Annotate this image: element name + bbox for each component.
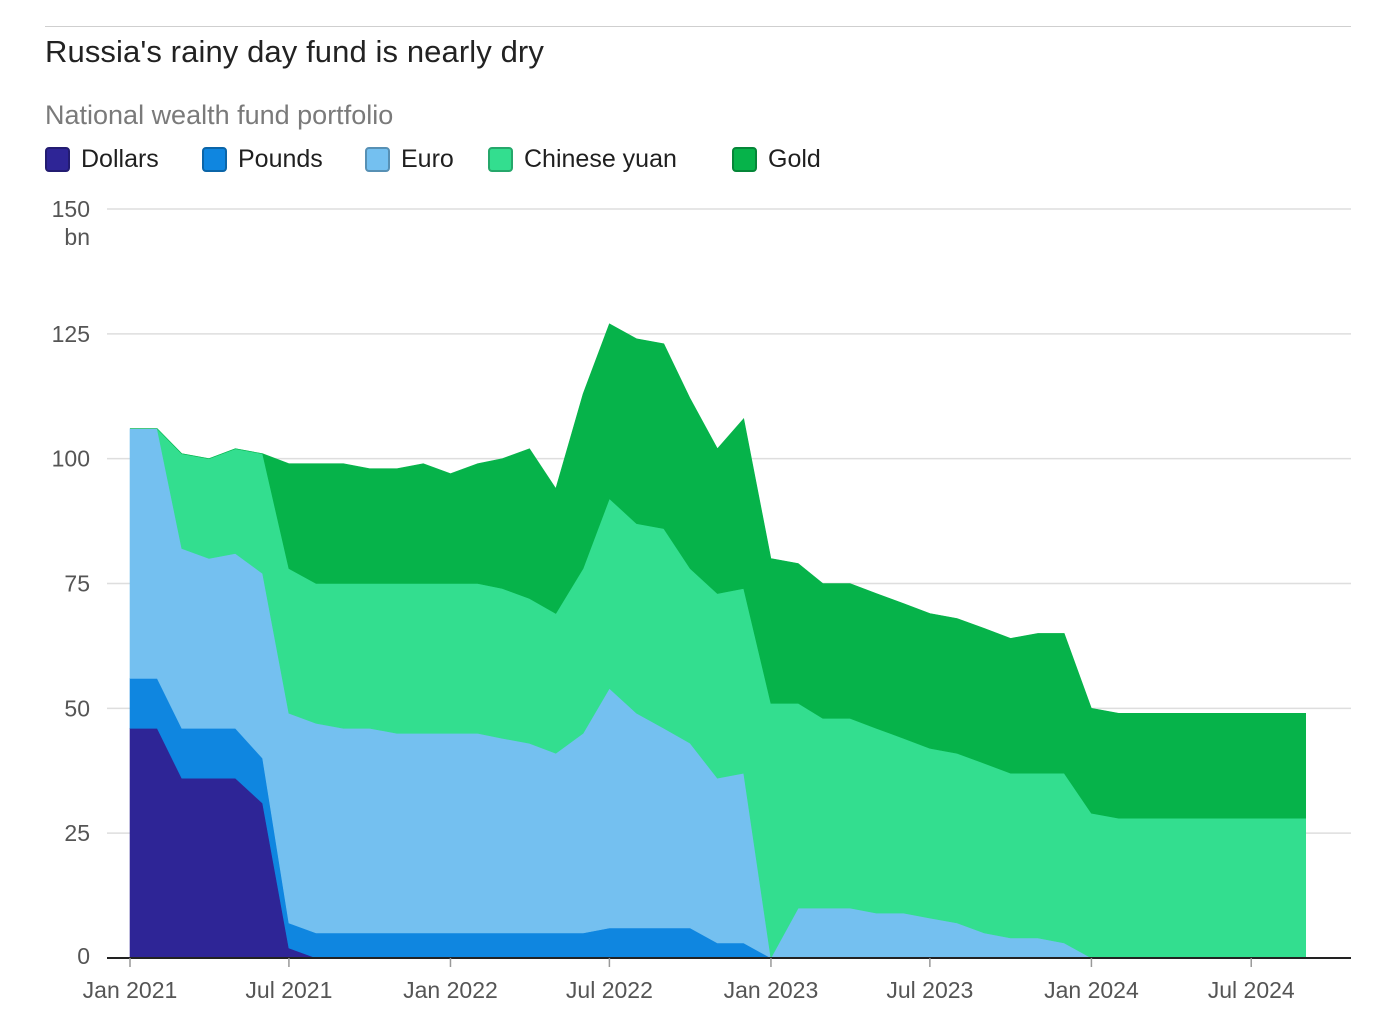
- y-tick-label-0: 0: [77, 943, 90, 969]
- area-gold: [130, 323, 1306, 819]
- x-tick-label-jul-2024: Jul 2024: [1208, 977, 1295, 1003]
- x-tick-label-jan-2021: Jan 2021: [83, 977, 178, 1003]
- x-tick-label-jul-2022: Jul 2022: [566, 977, 653, 1003]
- y-tick-label-100: 100: [52, 446, 90, 472]
- legend-item-gold: Gold: [732, 145, 821, 174]
- legend-item-pounds: Pounds: [202, 145, 323, 174]
- legend-swatch-euro: [365, 147, 390, 172]
- chart-title: Russia's rainy day fund is nearly dry: [45, 34, 544, 69]
- x-tick-label-jan-2023: Jan 2023: [724, 977, 819, 1003]
- legend-swatch-gold: [732, 147, 757, 172]
- y-tick-label-25: 25: [64, 820, 90, 846]
- chart-subtitle: National wealth fund portfolio: [45, 100, 394, 130]
- legend-swatch-chinese-yuan: [488, 147, 513, 172]
- legend-item-chinese-yuan: Chinese yuan: [488, 145, 677, 174]
- legend-swatch-pounds: [202, 147, 227, 172]
- area-series: [129, 323, 1306, 959]
- legend-label-pounds: Pounds: [238, 145, 323, 173]
- x-tick-label-jul-2023: Jul 2023: [886, 977, 973, 1003]
- legend-item-euro: Euro: [365, 145, 454, 174]
- top-rule: [45, 26, 1351, 27]
- y-tick-label-150: 150: [52, 196, 90, 222]
- x-tick-label-jan-2024: Jan 2024: [1044, 977, 1139, 1003]
- x-tick-label-jul-2021: Jul 2021: [245, 977, 332, 1003]
- legend-label-euro: Euro: [401, 145, 454, 173]
- legend-swatch-dollars: [45, 147, 70, 172]
- y-tick-label-50: 50: [64, 695, 90, 721]
- y-tick-label-75: 75: [64, 571, 90, 597]
- legend-label-dollars: Dollars: [81, 145, 159, 173]
- y-unit-label: bn: [64, 224, 90, 250]
- legend-label-chinese-yuan: Chinese yuan: [524, 145, 677, 173]
- x-tick-label-jan-2022: Jan 2022: [403, 977, 498, 1003]
- legend-label-gold: Gold: [768, 145, 821, 173]
- legend-item-dollars: Dollars: [45, 145, 159, 174]
- y-tick-label-125: 125: [52, 321, 90, 347]
